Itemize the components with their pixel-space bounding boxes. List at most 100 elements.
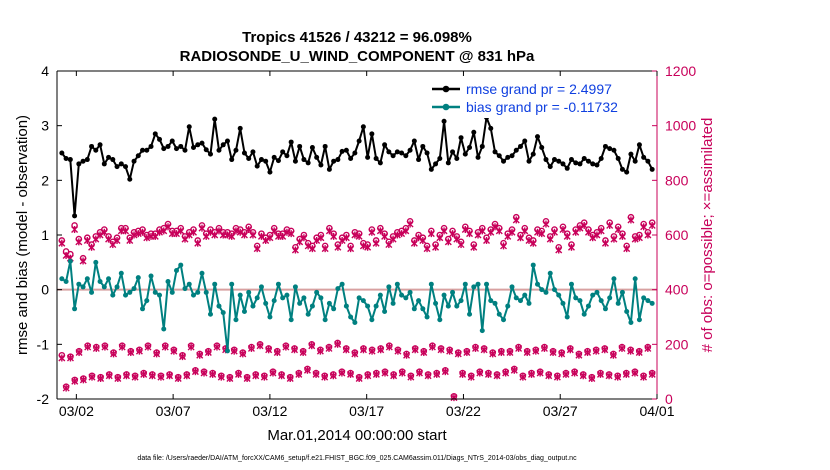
obs-assimilated-point (209, 370, 217, 378)
rmse-point (80, 158, 86, 164)
obs-assimilated-point (153, 350, 161, 358)
right-tick-label: 1200 (665, 63, 696, 79)
obs-assimilated-point (105, 235, 113, 243)
rmse-point (84, 157, 90, 163)
obs-assimilated-point (627, 216, 635, 224)
bias-point (207, 311, 213, 317)
obs-assimilated-point (316, 347, 324, 355)
left-tick-label: 2 (41, 172, 49, 188)
bias-point (305, 311, 311, 317)
rmse-point (543, 157, 549, 163)
bias-point (97, 278, 103, 284)
bias-point (484, 281, 490, 287)
rmse-point (309, 145, 315, 151)
bias-point (314, 289, 320, 295)
bias-point (275, 281, 281, 287)
legend-rmse-label: rmse grand pr = 2.4997 (466, 81, 612, 97)
rmse-point (118, 161, 124, 167)
bias-point (118, 270, 124, 276)
obs-assimilated-point (454, 350, 462, 358)
rmse-point (539, 145, 545, 151)
bias-point (594, 289, 600, 295)
bias-point (114, 284, 120, 290)
bias-point (424, 314, 430, 320)
obs-assimilated-point (385, 241, 393, 249)
rmse-point (407, 147, 413, 153)
rmse-point (636, 142, 642, 148)
bias-point (127, 289, 133, 295)
obs-assimilated-point (92, 344, 100, 352)
x-tick-label: 03/22 (446, 403, 481, 419)
bias-point (331, 306, 337, 312)
rmse-point (471, 129, 477, 135)
bias-point (407, 289, 413, 295)
rmse-point (318, 162, 324, 168)
bias-point (641, 295, 647, 301)
obs-assimilated-point (347, 245, 355, 253)
obs-assimilated-point (410, 239, 418, 247)
bias-point (373, 303, 379, 309)
rmse-point (492, 149, 498, 155)
bias-point (501, 317, 507, 323)
rmse-point (101, 161, 107, 167)
obs-assimilated-point (368, 347, 376, 355)
obs-assimilated-point (398, 369, 406, 377)
rmse-point (377, 160, 383, 166)
obs-assimilated-point (470, 243, 478, 251)
rmse-point (373, 155, 379, 161)
obs-assimilated-point (538, 230, 546, 238)
rmse-point (76, 161, 82, 167)
rmse-point (467, 145, 473, 151)
obs-assimilated-point (484, 370, 492, 378)
rmse-point (114, 164, 120, 170)
rmse-point (356, 138, 362, 144)
obs-assimilated-point (559, 226, 567, 234)
rmse-point (522, 138, 528, 144)
legend-box (428, 78, 654, 118)
bias-point (649, 300, 655, 306)
bias-point (72, 306, 78, 312)
rmse-point (352, 150, 358, 156)
obs-assimilated-point (198, 224, 206, 232)
rmse-point (144, 147, 150, 153)
obs-assimilated-point (187, 343, 195, 351)
obs-assimilated-point (347, 370, 355, 378)
rmse-point (280, 149, 286, 155)
bias-point (534, 281, 540, 287)
rmse-point (386, 149, 392, 155)
rmse-point (433, 161, 439, 167)
rmse-point (199, 140, 205, 146)
obs-assimilated-point (355, 232, 363, 240)
obs-assimilated-point (588, 375, 596, 382)
bias-point (301, 295, 307, 301)
obs-assimilated-point (575, 351, 583, 359)
obs-assimilated-point (71, 226, 79, 234)
obs-assimilated-point (506, 349, 514, 357)
bias-point (292, 284, 298, 290)
rmse-point (573, 160, 579, 166)
rmse-point (301, 157, 307, 163)
rmse-point (331, 158, 337, 164)
obs-assimilated-point (88, 373, 96, 381)
rmse-point (505, 154, 511, 160)
bias-point (509, 284, 515, 290)
obs-assimilated-point (376, 227, 384, 235)
obs-assimilated-point (508, 228, 516, 236)
obs-assimilated-point (601, 346, 609, 354)
rmse-point (581, 155, 587, 161)
rmse-point (513, 147, 519, 153)
obs-assimilated-point (618, 232, 626, 240)
obs-assimilated-point (584, 349, 592, 357)
obs-assimilated-point (459, 370, 467, 378)
x-tick-label: 03/02 (59, 403, 94, 419)
rmse-point (63, 155, 69, 161)
obs-assimilated-point (299, 349, 307, 357)
obs-assimilated-point (105, 372, 113, 380)
bias-point (93, 259, 99, 265)
obs-assimilated-point (563, 232, 571, 240)
rmse-point (212, 116, 218, 122)
rmse-point (131, 158, 137, 164)
bias-point (322, 317, 328, 323)
obs-assimilated-point (648, 370, 656, 378)
rmse-point (152, 131, 158, 137)
